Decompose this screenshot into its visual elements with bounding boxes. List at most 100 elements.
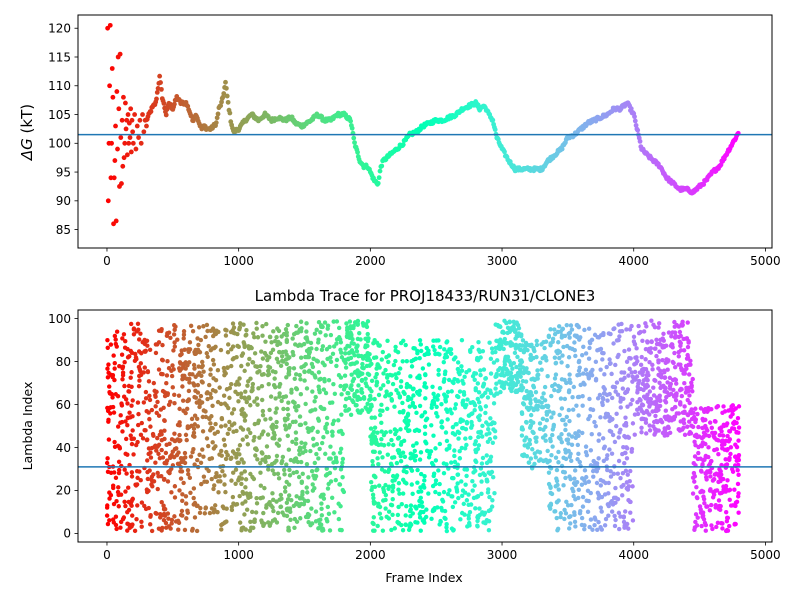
- lambda-point: [208, 395, 214, 400]
- lambda-point: [695, 411, 700, 417]
- lambda-point: [632, 362, 637, 367]
- lambda-point: [396, 480, 402, 486]
- lambda-point: [424, 385, 429, 390]
- lambda-point: [366, 355, 371, 361]
- lambda-point: [582, 468, 588, 473]
- lambda-point: [148, 522, 153, 527]
- lambda-point: [291, 459, 297, 464]
- lambda-point: [263, 339, 268, 344]
- lambda-point: [369, 415, 374, 420]
- lambda-point: [716, 479, 721, 485]
- lambda-point: [365, 401, 370, 407]
- lambda-point: [359, 390, 365, 395]
- lambda-point: [728, 414, 733, 419]
- lambda-point: [154, 410, 159, 416]
- lambda-point: [543, 457, 549, 463]
- lambda-point: [371, 429, 377, 435]
- lambda-point: [693, 417, 699, 422]
- lambda-point: [277, 384, 282, 389]
- lambda-point: [373, 474, 378, 480]
- lambda-point: [686, 339, 691, 344]
- lambda-point: [686, 385, 692, 391]
- lambda-point: [602, 390, 607, 396]
- lambda-point: [259, 397, 265, 403]
- lambda-point: [139, 524, 144, 529]
- lambda-point: [308, 409, 313, 414]
- lambda-point: [458, 419, 463, 425]
- lambda-point: [444, 522, 449, 527]
- lambda-point: [458, 517, 463, 522]
- lambda-point: [156, 451, 161, 457]
- lambda-point: [687, 393, 692, 398]
- lambda-point: [105, 345, 110, 350]
- lambda-point: [393, 358, 398, 364]
- lambda-point: [120, 336, 125, 341]
- delta-g-point: [632, 114, 637, 120]
- lambda-point: [504, 320, 509, 326]
- lambda-point: [426, 351, 431, 357]
- lambda-point: [169, 490, 174, 495]
- lambda-point: [687, 400, 692, 406]
- lambda-point: [517, 363, 523, 368]
- delta-g-point: [117, 51, 123, 57]
- lambda-point: [607, 391, 612, 397]
- lambda-point: [343, 408, 348, 413]
- lambda-point: [668, 381, 674, 387]
- lambda-point: [700, 510, 706, 515]
- lambda-point: [514, 320, 519, 325]
- lambda-point: [587, 345, 592, 351]
- lambda-point: [403, 342, 408, 348]
- lambda-point: [381, 383, 386, 388]
- lambda-point: [196, 349, 201, 354]
- lambda-point: [145, 476, 151, 482]
- lambda-point: [611, 341, 616, 346]
- lambda-point: [471, 470, 476, 475]
- lambda-point: [690, 475, 696, 480]
- lambda-point: [196, 364, 201, 369]
- lambda-point: [281, 406, 286, 412]
- lambda-point: [221, 437, 227, 442]
- lambda-point: [479, 491, 484, 497]
- lambda-point: [273, 410, 278, 415]
- lambda-point: [377, 511, 383, 516]
- lambda-point: [383, 506, 388, 511]
- lambda-point: [726, 408, 731, 413]
- lambda-point: [598, 505, 603, 510]
- lambda-point: [153, 510, 158, 516]
- lambda-point: [365, 331, 370, 337]
- lambda-point: [735, 467, 740, 473]
- lambda-point: [708, 474, 713, 479]
- lambda-point: [126, 499, 131, 505]
- lambda-point: [420, 518, 426, 523]
- lambda-point: [596, 456, 601, 461]
- lambda-point: [105, 469, 111, 475]
- lambda-point: [162, 418, 167, 424]
- lambda-point: [229, 411, 235, 416]
- lambda-point: [417, 457, 423, 462]
- lambda-point: [410, 452, 416, 457]
- lambda-point: [528, 352, 533, 358]
- lambda-point: [563, 511, 569, 516]
- lambda-point: [304, 354, 310, 360]
- lambda-point: [331, 451, 336, 456]
- lambda-point: [461, 398, 466, 403]
- lambda-point: [183, 494, 189, 499]
- lambda-point: [158, 407, 164, 412]
- lambda-point: [543, 438, 548, 443]
- lambda-point: [295, 459, 301, 465]
- lambda-point: [690, 389, 695, 394]
- delta-g-point: [213, 120, 219, 126]
- lambda-point: [727, 523, 732, 529]
- lambda-point: [514, 376, 520, 381]
- lambda-point: [348, 362, 353, 367]
- lambda-point: [638, 406, 643, 412]
- lambda-point: [423, 372, 428, 377]
- lambda-point: [462, 490, 468, 495]
- lambda-point: [348, 412, 354, 417]
- lambda-point: [512, 350, 518, 356]
- lambda-point: [378, 386, 383, 391]
- lambda-point: [122, 499, 127, 504]
- lambda-point: [692, 527, 697, 532]
- lambda-point: [244, 507, 250, 512]
- lambda-point: [558, 511, 564, 516]
